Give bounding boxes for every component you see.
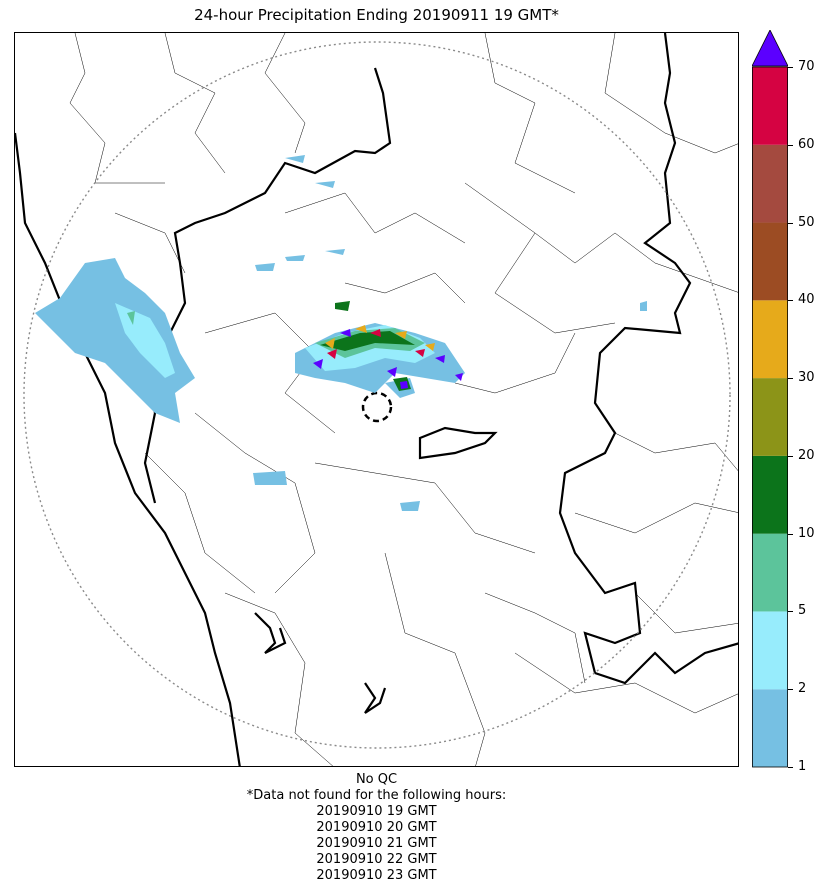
missing-hour: 20190910 19 GMT — [316, 804, 437, 819]
colorbar-tick-mark — [788, 689, 793, 691]
colorbar-tick-mark — [788, 378, 793, 380]
colorbar-tick-label: 60 — [798, 136, 815, 152]
radar-site-marker — [361, 391, 393, 423]
colorbar-tick-mark — [788, 611, 793, 613]
range-ring — [23, 41, 731, 749]
precipitation-field — [35, 155, 647, 511]
colorbar-bin — [752, 144, 788, 223]
colorbar-bin — [752, 611, 788, 690]
missing-hour: 20190910 20 GMT — [316, 820, 437, 835]
colorbar-tick-mark — [788, 222, 793, 224]
map-title: 24-hour Precipitation Ending 20190911 19… — [194, 6, 559, 24]
colorbar-bin — [752, 300, 788, 379]
colorbar-bin — [752, 67, 788, 145]
state-boundaries — [15, 33, 738, 766]
missing-hour: 20190910 22 GMT — [316, 852, 437, 867]
colorbar-tick-mark — [788, 455, 793, 457]
colorbar-outline — [752, 66, 788, 768]
colorbar-tick-label: 30 — [798, 370, 815, 386]
colorbar — [752, 30, 788, 768]
missing-hour: 20190910 23 GMT — [316, 868, 437, 883]
colorbar-tick-mark — [788, 67, 793, 68]
colorbar-tick-label: 2 — [798, 681, 807, 697]
colorbar-tick-label: 40 — [798, 292, 815, 308]
footnotes: No QC *Data not found for the following … — [14, 772, 739, 884]
colorbar-bin — [752, 222, 788, 301]
missing-hour: 20190910 21 GMT — [316, 836, 437, 851]
missing-data-note: *Data not found for the following hours: — [246, 788, 507, 803]
radar-map — [14, 32, 739, 767]
colorbar-tick-label: 5 — [798, 603, 807, 619]
colorbar-tick-label: 50 — [798, 214, 815, 230]
colorbar-tick-label: 20 — [798, 447, 815, 463]
colorbar-tick-mark — [788, 300, 793, 302]
colorbar-tick-mark — [788, 533, 793, 535]
colorbar-tick-label: 10 — [798, 525, 815, 541]
colorbar-overflow-arrow — [752, 30, 788, 67]
colorbar-tick-label: 70 — [798, 59, 815, 74]
qc-note: No QC — [355, 772, 398, 787]
colorbar-bin — [752, 378, 788, 456]
colorbar-bin — [752, 533, 788, 612]
map-canvas — [15, 33, 738, 766]
colorbar-bin — [752, 689, 788, 767]
colorbar-bin — [752, 455, 788, 534]
colorbar-bins — [752, 66, 788, 768]
colorbar-tick-mark — [788, 767, 793, 768]
colorbar-tick-label: 1 — [798, 759, 807, 774]
colorbar-tick-mark — [788, 144, 793, 146]
